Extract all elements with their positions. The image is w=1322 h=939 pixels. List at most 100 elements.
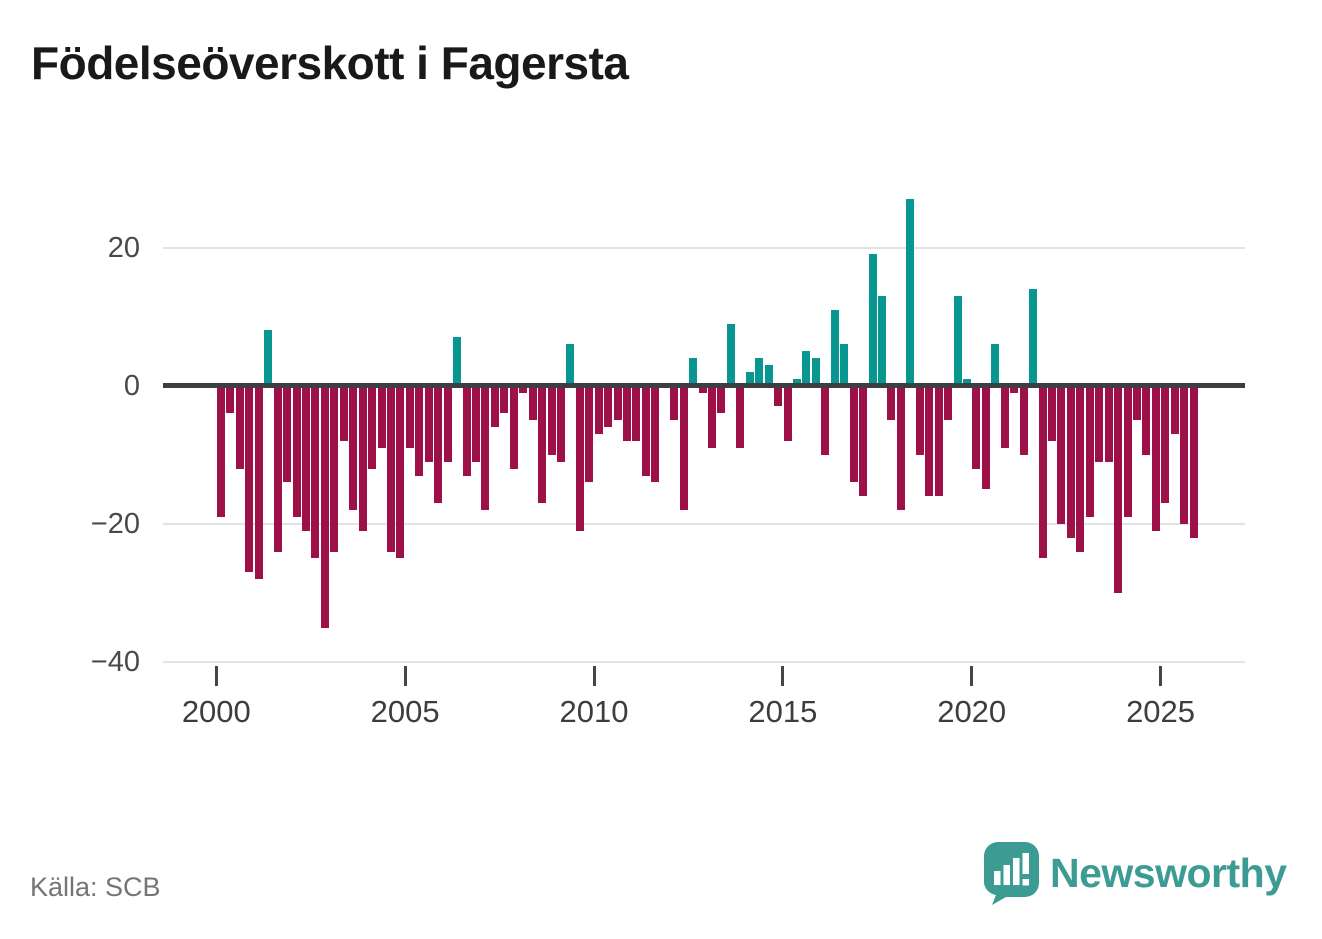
bar-2014-q2 — [755, 358, 764, 386]
bar-2023-q3 — [1104, 385, 1113, 462]
bar-2008-q1 — [519, 385, 528, 393]
bar-2010-q4 — [623, 385, 632, 441]
bar-2021-q4 — [1038, 385, 1047, 559]
bar-2025-q4 — [1189, 385, 1198, 538]
newsworthy-logo: Newsworthy — [982, 840, 1287, 906]
x-tick-label-2015: 2015 — [748, 694, 818, 729]
bar-2007-q4 — [509, 385, 518, 469]
bar-2019-q3 — [953, 295, 962, 386]
newsworthy-logo-text: Newsworthy — [1050, 849, 1287, 896]
bar-2017-q4 — [887, 385, 896, 421]
x-tick-2015 — [781, 666, 785, 686]
bar-2001-q2 — [264, 330, 273, 386]
y-tick-label-0: 0 — [123, 369, 140, 402]
bar-2015-q1 — [783, 385, 792, 441]
x-tick-label-2010: 2010 — [559, 694, 629, 729]
bar-2025-q1 — [1161, 385, 1170, 504]
bar-2023-q2 — [1095, 385, 1104, 462]
bar-2002-q1 — [292, 385, 301, 517]
bar-2014-q4 — [774, 385, 783, 407]
x-tick-label-2000: 2000 — [181, 694, 251, 729]
bar-2020-q3 — [991, 344, 1000, 386]
bar-2002-q3 — [311, 385, 320, 559]
bar-2013-q3 — [726, 323, 735, 386]
y-gridline — [163, 522, 1245, 525]
chart-title: Födelseöverskott i Fagersta — [31, 37, 629, 89]
bar-2016-q3 — [840, 344, 849, 386]
source-note: Källa: SCB — [30, 872, 161, 902]
bar-2021-q1 — [1010, 385, 1019, 393]
bar-2024-q2 — [1132, 385, 1141, 421]
bar-2022-q1 — [1047, 385, 1056, 441]
y-tick-label--40: −40 — [90, 646, 140, 679]
bar-2002-q4 — [320, 385, 329, 628]
x-tick-2000 — [214, 666, 218, 686]
bar-2024-q1 — [1123, 385, 1132, 517]
bar-2005-q2 — [415, 385, 424, 476]
bar-2025-q3 — [1180, 385, 1189, 524]
bar-2017-q2 — [868, 254, 877, 386]
bar-2006-q3 — [462, 385, 471, 476]
bar-2004-q3 — [386, 385, 395, 552]
bar-2018-q4 — [925, 385, 934, 497]
bar-2005-q1 — [405, 385, 414, 448]
bar-2014-q3 — [764, 364, 773, 386]
bar-2008-q3 — [538, 385, 547, 504]
x-tick-2005 — [403, 666, 407, 686]
bar-2019-q4 — [962, 378, 971, 386]
bar-2001-q3 — [273, 385, 282, 552]
newsworthy-logo-icon — [984, 842, 1039, 905]
bar-2013-q1 — [708, 385, 717, 448]
bar-2020-q4 — [1000, 385, 1009, 448]
bar-2020-q2 — [981, 385, 990, 490]
x-tick-2010 — [592, 666, 596, 686]
bar-2020-q1 — [972, 385, 981, 469]
bar-2000-q4 — [245, 385, 254, 573]
bar-2000-q1 — [217, 385, 226, 517]
bar-2013-q4 — [736, 385, 745, 448]
y-gridline — [163, 661, 1245, 664]
bar-2005-q3 — [424, 385, 433, 462]
x-axis-zero-line — [163, 383, 1245, 389]
bar-2022-q3 — [1066, 385, 1075, 538]
x-tick-label-2020: 2020 — [937, 694, 1007, 729]
bar-2010-q3 — [613, 385, 622, 421]
bar-2012-q3 — [689, 358, 698, 386]
bar-2005-q4 — [434, 385, 443, 504]
bar-2003-q2 — [339, 385, 348, 441]
bar-2008-q2 — [528, 385, 537, 421]
bar-2016-q2 — [830, 309, 839, 386]
bar-2011-q1 — [632, 385, 641, 441]
y-gridline — [163, 246, 1245, 249]
bar-2015-q3 — [802, 351, 811, 386]
bar-2016-q4 — [849, 385, 858, 483]
bar-2001-q1 — [254, 385, 263, 580]
bar-2003-q3 — [349, 385, 358, 511]
bar-2010-q2 — [604, 385, 613, 428]
bar-2012-q4 — [698, 385, 707, 393]
bar-2024-q3 — [1142, 385, 1151, 455]
bar-2023-q4 — [1114, 385, 1123, 593]
bar-2002-q2 — [302, 385, 310, 531]
bar-2011-q3 — [651, 385, 660, 483]
bar-2000-q2 — [226, 385, 235, 414]
bar-2003-q4 — [358, 385, 367, 531]
bar-2015-q4 — [811, 358, 820, 386]
bar-2012-q1 — [670, 385, 679, 421]
bar-2004-q4 — [396, 385, 405, 559]
bar-2007-q3 — [500, 385, 509, 414]
bar-2016-q1 — [821, 385, 830, 455]
bar-2023-q1 — [1085, 385, 1094, 517]
bar-2009-q4 — [585, 385, 594, 483]
bar-2004-q2 — [377, 385, 386, 448]
bar-2000-q3 — [235, 385, 244, 469]
bar-2009-q2 — [566, 344, 575, 386]
bar-2017-q1 — [859, 385, 868, 497]
bar-2022-q4 — [1076, 385, 1085, 552]
bar-2013-q2 — [717, 385, 726, 414]
bar-2024-q4 — [1151, 385, 1160, 531]
bar-2008-q4 — [547, 385, 556, 455]
bar-2014-q1 — [745, 371, 754, 386]
